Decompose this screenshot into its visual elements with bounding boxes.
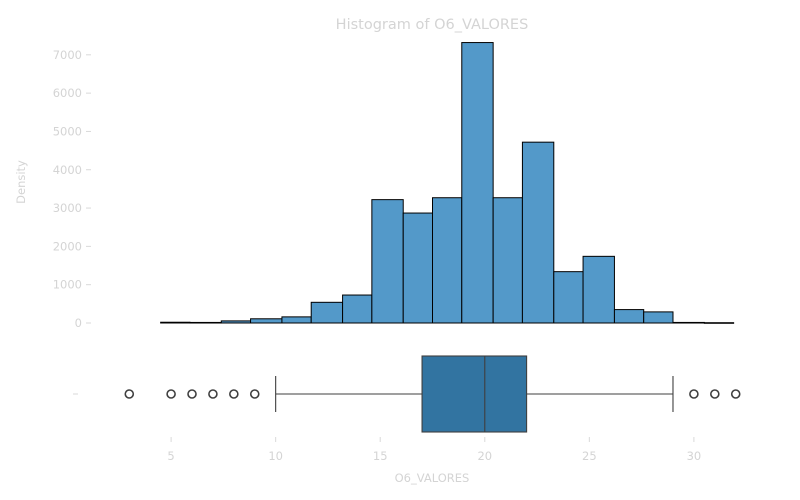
histogram-bar bbox=[250, 318, 283, 324]
x-tick-label: 10 bbox=[268, 449, 283, 463]
histogram-bar bbox=[461, 42, 494, 324]
histogram-bar bbox=[703, 322, 735, 324]
histogram-bar bbox=[342, 294, 373, 324]
y-axis-label: Density bbox=[14, 160, 28, 204]
histogram-bar bbox=[521, 141, 555, 324]
histogram-bar bbox=[189, 321, 222, 324]
boxplot-outlier bbox=[124, 389, 135, 399]
x-axis-ticks: 5 10 15 20 25 30 bbox=[167, 437, 701, 463]
y-tick-label: 4000 bbox=[53, 163, 82, 177]
boxplot-outlier bbox=[229, 389, 239, 399]
x-tick-label: 20 bbox=[477, 449, 492, 463]
x-tick-label: 5 bbox=[167, 449, 174, 463]
boxplot-outlier bbox=[710, 389, 720, 399]
histogram-bar bbox=[371, 199, 404, 324]
histogram-bar bbox=[492, 197, 523, 324]
y-tick-label: 6000 bbox=[53, 86, 82, 100]
x-tick-label: 30 bbox=[687, 449, 702, 463]
boxplot bbox=[73, 355, 741, 433]
histogram-bar bbox=[643, 311, 674, 324]
x-tick-label: 15 bbox=[373, 449, 388, 463]
boxplot-outlier bbox=[166, 389, 176, 399]
boxplot-box bbox=[421, 355, 528, 433]
histogram-bars bbox=[160, 42, 735, 324]
histogram-bar bbox=[613, 309, 645, 324]
histogram-bar bbox=[553, 271, 584, 324]
boxplot-outlier bbox=[208, 389, 218, 399]
boxplot-outlier bbox=[249, 389, 260, 399]
boxplot-outlier bbox=[187, 389, 197, 399]
y-tick-label: 0 bbox=[75, 316, 82, 330]
histogram-y-ticks: 0 1000 2000 3000 4000 5000 6000 7000 bbox=[53, 48, 91, 330]
histogram-bar bbox=[432, 197, 463, 324]
histogram-bar bbox=[402, 212, 433, 324]
histogram-bar bbox=[281, 316, 312, 324]
histogram-bar bbox=[220, 320, 252, 324]
x-tick-label: 25 bbox=[582, 449, 597, 463]
y-tick-label: 1000 bbox=[53, 278, 82, 292]
histogram-bar bbox=[672, 321, 705, 324]
histogram-bar bbox=[310, 301, 344, 324]
y-tick-label: 5000 bbox=[53, 124, 82, 138]
boxplot-outlier bbox=[730, 389, 741, 399]
histogram-bar bbox=[160, 321, 191, 324]
y-tick-label: 7000 bbox=[53, 48, 82, 62]
boxplot-outlier bbox=[689, 389, 699, 399]
histogram-bar bbox=[582, 255, 615, 324]
y-tick-label: 3000 bbox=[53, 201, 82, 215]
y-tick-label: 2000 bbox=[53, 239, 82, 253]
x-axis-label: O6_VALORES bbox=[395, 471, 470, 485]
chart-title: Histogram of O6_VALORES bbox=[336, 17, 529, 33]
